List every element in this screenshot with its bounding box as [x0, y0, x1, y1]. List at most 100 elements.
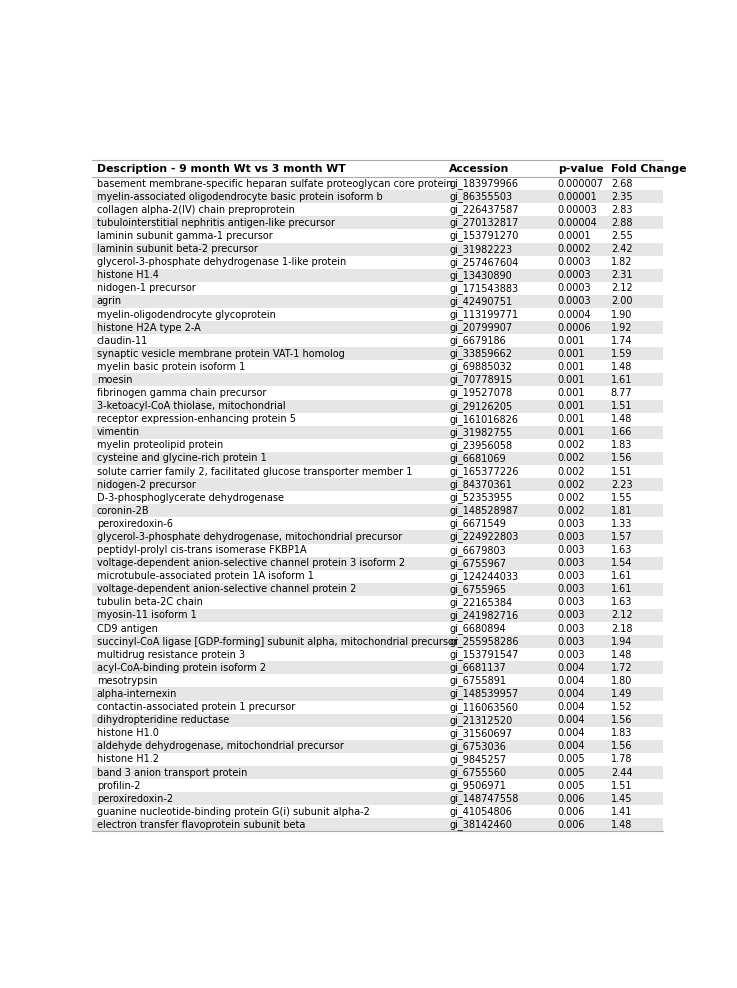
Text: 0.0004: 0.0004 [558, 309, 591, 319]
Text: 0.003: 0.003 [558, 636, 585, 647]
Text: 2.31: 2.31 [611, 271, 632, 281]
Bar [92, 439, 663, 452]
Text: gi_226437587: gi_226437587 [449, 205, 519, 215]
Text: solute carrier family 2, facilitated glucose transporter member 1: solute carrier family 2, facilitated glu… [97, 466, 412, 476]
Text: 0.002: 0.002 [558, 479, 585, 490]
Text: 0.005: 0.005 [558, 755, 585, 765]
Bar [92, 596, 663, 609]
Text: gi_165377226: gi_165377226 [449, 466, 519, 477]
Bar [92, 452, 663, 465]
Bar [92, 675, 663, 688]
Text: 0.003: 0.003 [558, 650, 585, 660]
Text: Description - 9 month Wt vs 3 month WT: Description - 9 month Wt vs 3 month WT [97, 164, 346, 174]
Text: gi_23956058: gi_23956058 [449, 440, 512, 451]
Text: 0.00004: 0.00004 [558, 218, 598, 228]
Bar [92, 204, 663, 216]
Text: gi_86355503: gi_86355503 [449, 192, 512, 203]
Text: laminin subunit gamma-1 precursor: laminin subunit gamma-1 precursor [97, 231, 273, 241]
Text: 0.0002: 0.0002 [558, 244, 591, 254]
Text: 0.001: 0.001 [558, 349, 585, 359]
Text: gi_255958286: gi_255958286 [449, 636, 519, 647]
Bar [92, 361, 663, 373]
Text: 0.001: 0.001 [558, 388, 585, 398]
Text: D-3-phosphoglycerate dehydrogenase: D-3-phosphoglycerate dehydrogenase [97, 493, 284, 503]
Text: 0.0006: 0.0006 [558, 323, 591, 333]
Bar [92, 818, 663, 831]
Bar [92, 269, 663, 282]
Text: voltage-dependent anion-selective channel protein 3 isoform 2: voltage-dependent anion-selective channe… [97, 558, 405, 568]
Text: 0.003: 0.003 [558, 571, 585, 581]
Bar [92, 478, 663, 491]
Text: gi_6755965: gi_6755965 [449, 584, 506, 595]
Bar [92, 740, 663, 753]
Bar [92, 556, 663, 570]
Text: glycerol-3-phosphate dehydrogenase 1-like protein: glycerol-3-phosphate dehydrogenase 1-lik… [97, 257, 346, 267]
Text: gi_6671549: gi_6671549 [449, 519, 506, 530]
Text: gi_148747558: gi_148747558 [449, 793, 519, 804]
Bar [92, 386, 663, 399]
Text: coronin-2B: coronin-2B [97, 506, 150, 516]
Text: guanine nucleotide-binding protein G(i) subunit alpha-2: guanine nucleotide-binding protein G(i) … [97, 807, 369, 817]
Text: 2.44: 2.44 [611, 768, 632, 778]
Text: 0.004: 0.004 [558, 741, 585, 751]
Text: 1.52: 1.52 [611, 702, 632, 712]
Text: gi_171543883: gi_171543883 [449, 283, 518, 293]
Bar [92, 465, 663, 478]
Text: 1.51: 1.51 [611, 466, 632, 476]
Text: dihydropteridine reductase: dihydropteridine reductase [97, 715, 229, 725]
Text: 1.59: 1.59 [611, 349, 632, 359]
Text: band 3 anion transport protein: band 3 anion transport protein [97, 768, 247, 778]
Text: gi_124244033: gi_124244033 [449, 571, 518, 582]
Text: 0.003: 0.003 [558, 623, 585, 633]
Text: 1.82: 1.82 [611, 257, 632, 267]
Text: 1.54: 1.54 [611, 558, 632, 568]
Bar [92, 727, 663, 740]
Text: gi_6681069: gi_6681069 [449, 453, 506, 464]
Text: 1.63: 1.63 [611, 598, 632, 608]
Text: gi_270132817: gi_270132817 [449, 217, 519, 228]
Text: gi_148528987: gi_148528987 [449, 505, 518, 517]
Text: 3-ketoacyl-CoA thiolase, mitochondrial: 3-ketoacyl-CoA thiolase, mitochondrial [97, 401, 285, 411]
Text: 1.80: 1.80 [611, 676, 632, 686]
Text: 1.56: 1.56 [611, 715, 632, 725]
Text: 1.61: 1.61 [611, 584, 632, 595]
Text: glycerol-3-phosphate dehydrogenase, mitochondrial precursor: glycerol-3-phosphate dehydrogenase, mito… [97, 532, 402, 542]
Text: 0.004: 0.004 [558, 676, 585, 686]
Bar [92, 518, 663, 531]
Bar [92, 229, 663, 243]
Text: myelin proteolipid protein: myelin proteolipid protein [97, 441, 223, 451]
Text: 0.001: 0.001 [558, 336, 585, 346]
Bar [92, 504, 663, 518]
Text: 0.002: 0.002 [558, 506, 585, 516]
Text: 0.003: 0.003 [558, 532, 585, 542]
Text: gi_84370361: gi_84370361 [449, 479, 512, 490]
Text: 1.33: 1.33 [611, 519, 632, 529]
Text: 0.003: 0.003 [558, 519, 585, 529]
Bar [92, 700, 663, 713]
Text: 0.005: 0.005 [558, 781, 585, 790]
Text: synaptic vesicle membrane protein VAT-1 homolog: synaptic vesicle membrane protein VAT-1 … [97, 349, 344, 359]
Bar [92, 308, 663, 321]
Text: 0.00001: 0.00001 [558, 192, 598, 202]
Text: gi_148539957: gi_148539957 [449, 689, 518, 700]
Text: 2.18: 2.18 [611, 623, 632, 633]
Text: 2.55: 2.55 [611, 231, 632, 241]
Text: gi_22165384: gi_22165384 [449, 597, 512, 608]
Text: vimentin: vimentin [97, 427, 140, 438]
Text: 2.83: 2.83 [611, 205, 632, 214]
Text: 1.49: 1.49 [611, 689, 632, 699]
Bar [92, 753, 663, 766]
Text: claudin-11: claudin-11 [97, 336, 148, 346]
Text: 0.002: 0.002 [558, 453, 585, 463]
Bar [92, 160, 663, 177]
Text: p-value: p-value [558, 164, 604, 174]
Text: 1.78: 1.78 [611, 755, 632, 765]
Text: myosin-11 isoform 1: myosin-11 isoform 1 [97, 611, 197, 620]
Text: Accession: Accession [449, 164, 509, 174]
Text: 1.83: 1.83 [611, 441, 632, 451]
Text: 0.004: 0.004 [558, 715, 585, 725]
Text: 1.72: 1.72 [611, 663, 632, 673]
Text: peroxiredoxin-2: peroxiredoxin-2 [97, 793, 172, 803]
Text: 1.92: 1.92 [611, 323, 632, 333]
Text: 1.94: 1.94 [611, 636, 632, 647]
